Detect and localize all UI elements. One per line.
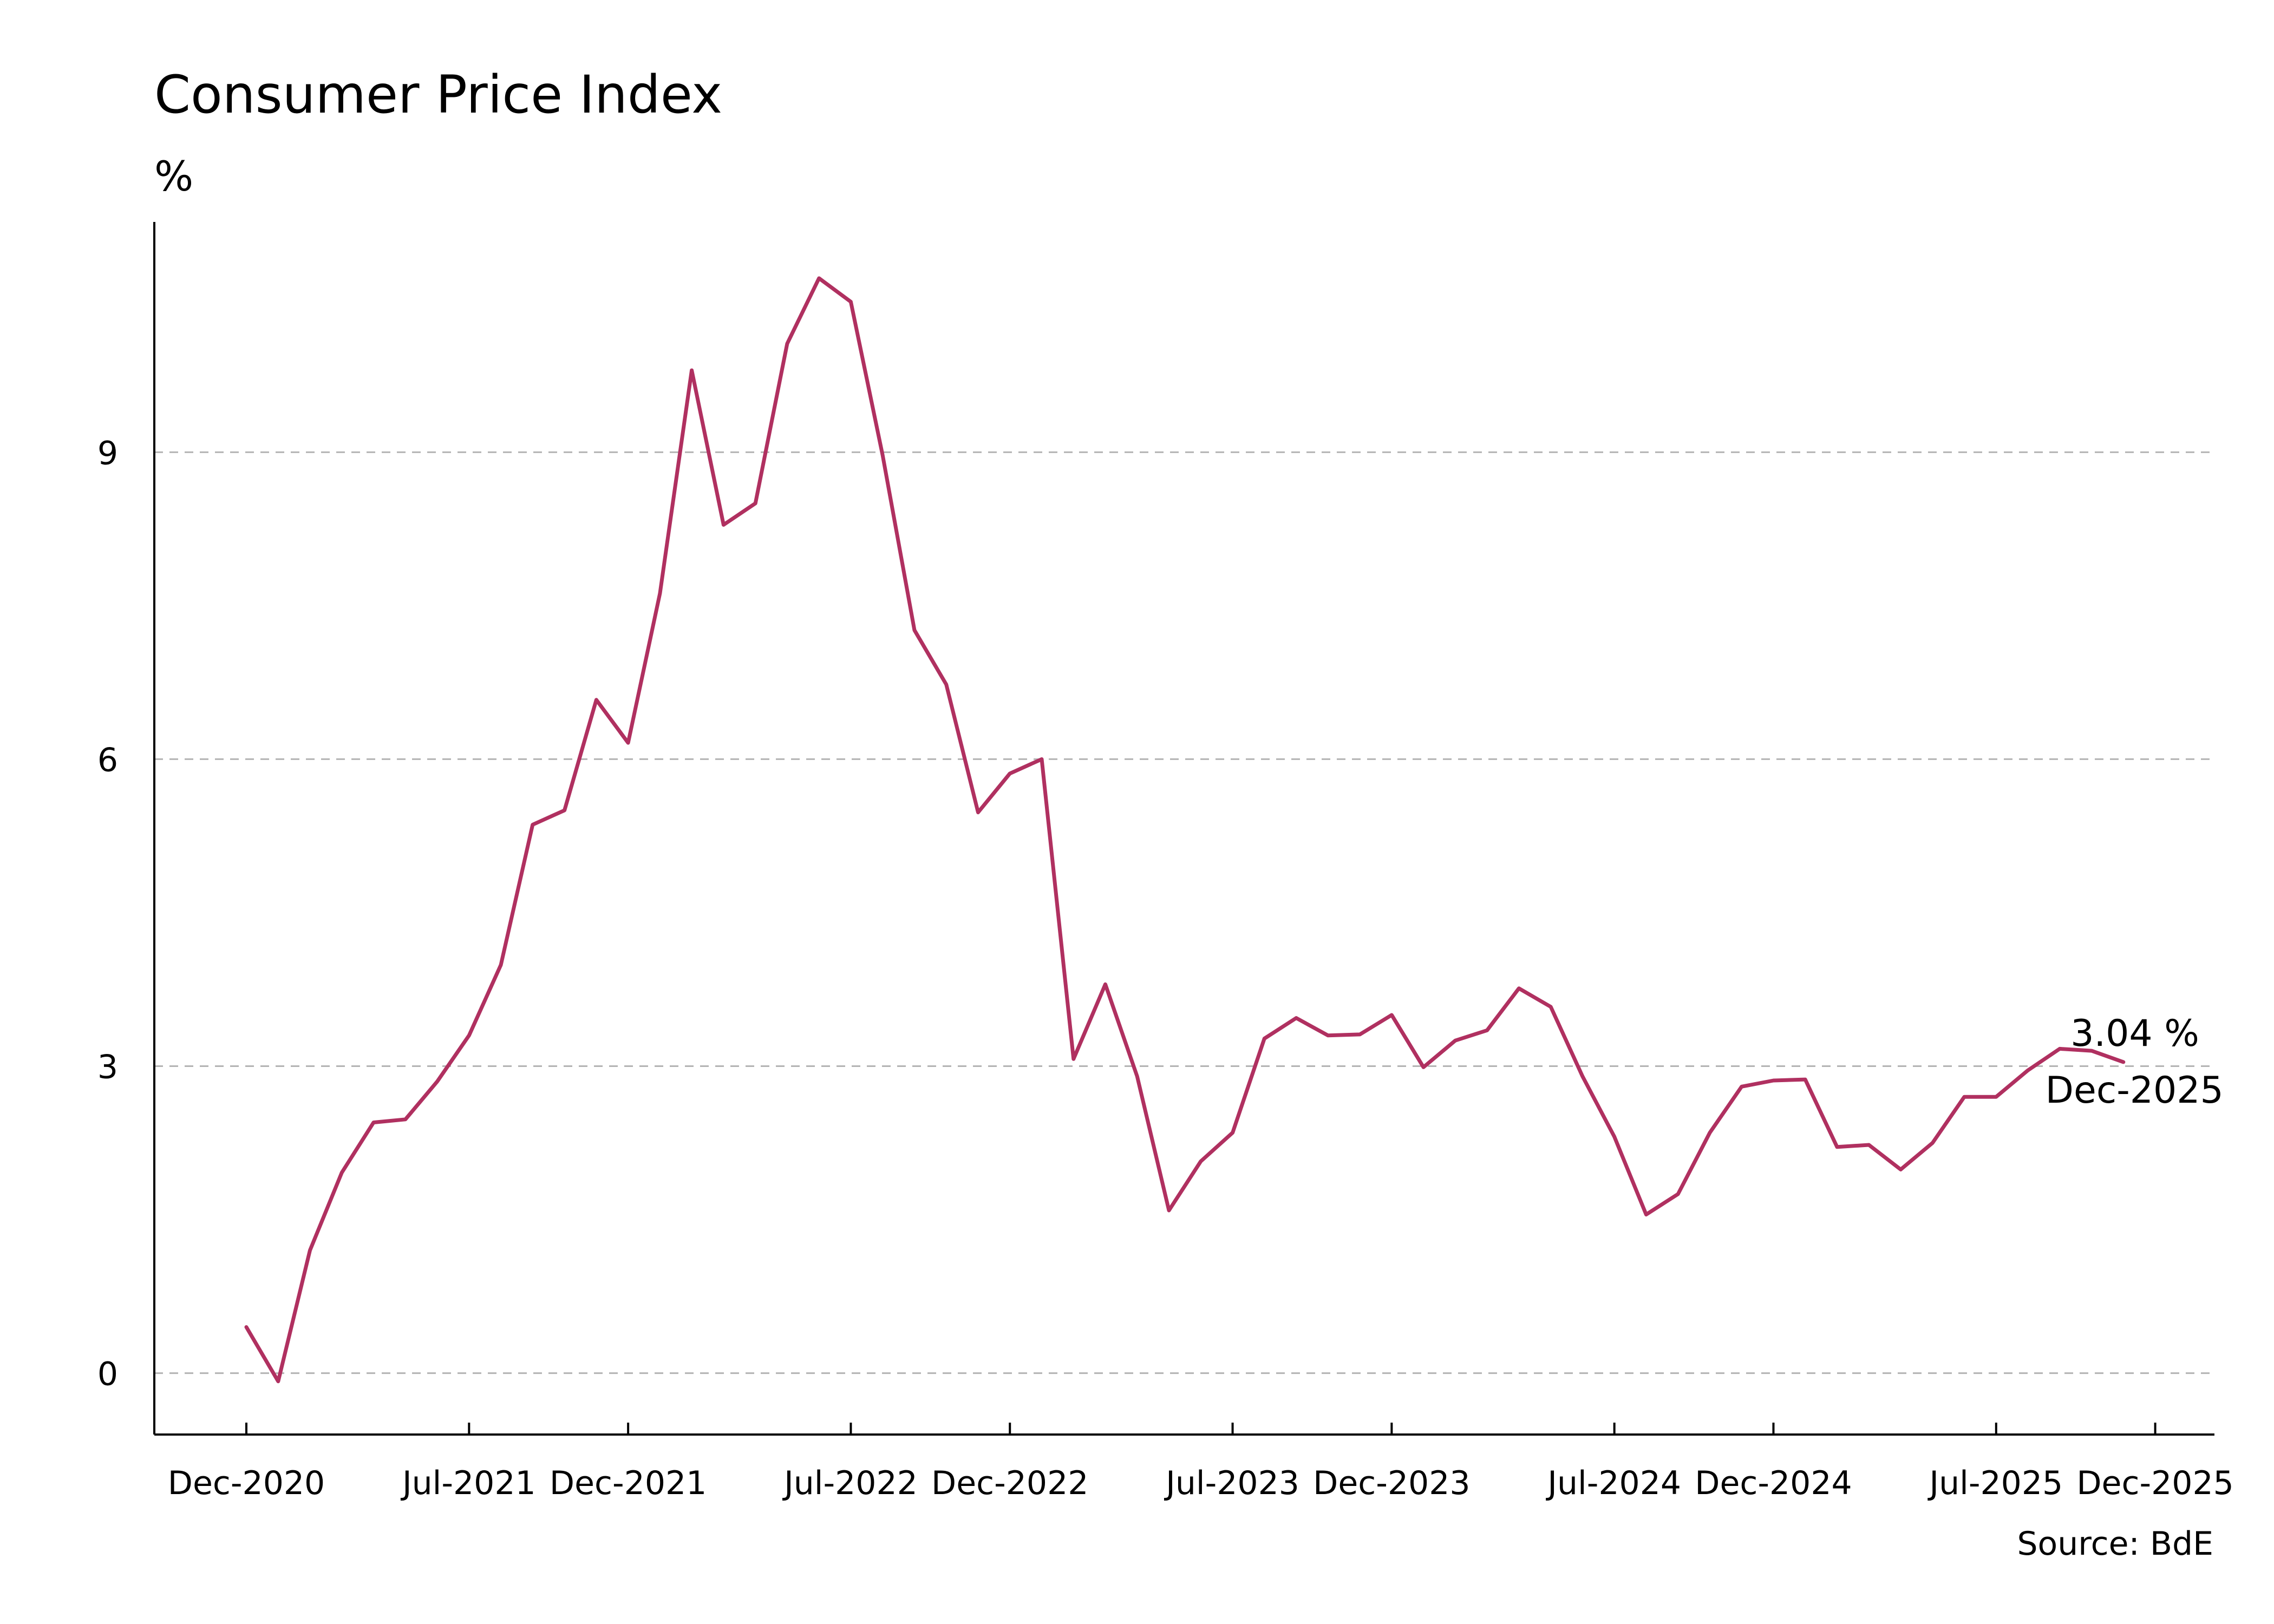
y-tick-label-0: 0 (97, 1355, 118, 1393)
x-tick-label-dec-2022: Dec-2022 (931, 1464, 1088, 1502)
x-tick-label-jul-2021: Jul-2021 (400, 1464, 536, 1502)
x-tick-label-jul-2023: Jul-2023 (1164, 1464, 1299, 1502)
last-date-annotation: Dec-2025 (2046, 1069, 2224, 1112)
x-tick-label-jul-2025: Jul-2025 (1927, 1464, 2063, 1502)
axes-group (153, 222, 2214, 1436)
y-tick-label-3: 3 (97, 1048, 118, 1086)
x-tick-label-dec-2024: Dec-2024 (1695, 1464, 1852, 1502)
y-axis-unit: % (154, 152, 193, 200)
chart-title: Consumer Price Index (154, 64, 722, 125)
source-label: Source: BdE (2017, 1525, 2213, 1563)
gridlines-group (154, 451, 2214, 1374)
y-tick-label-6: 6 (97, 741, 118, 779)
x-tick-label-jul-2022: Jul-2022 (782, 1464, 918, 1502)
last-value-annotation: 3.04 % (2070, 1012, 2199, 1055)
x-tick-label-jul-2024: Jul-2024 (1545, 1464, 1681, 1502)
x-axis-ticks-group (245, 1423, 2157, 1435)
x-axis-labels-group: Dec-2020 Jul-2021 Dec-2021 Jul-2022 Dec-2022… (168, 1464, 2234, 1502)
y-axis-labels-group: 0 3 6 9 (97, 434, 118, 1393)
x-tick-label-dec-2023: Dec-2023 (1313, 1464, 1470, 1502)
x-tick-label-dec-2021: Dec-2021 (550, 1464, 707, 1502)
x-tick-label-dec-2025: Dec-2025 (2076, 1464, 2233, 1502)
y-tick-label-9: 9 (97, 434, 118, 472)
series-points-group (246, 277, 2125, 1382)
series-line-consumer-price-index (244, 276, 2126, 1384)
x-tick-label-dec-2020: Dec-2020 (168, 1464, 325, 1502)
